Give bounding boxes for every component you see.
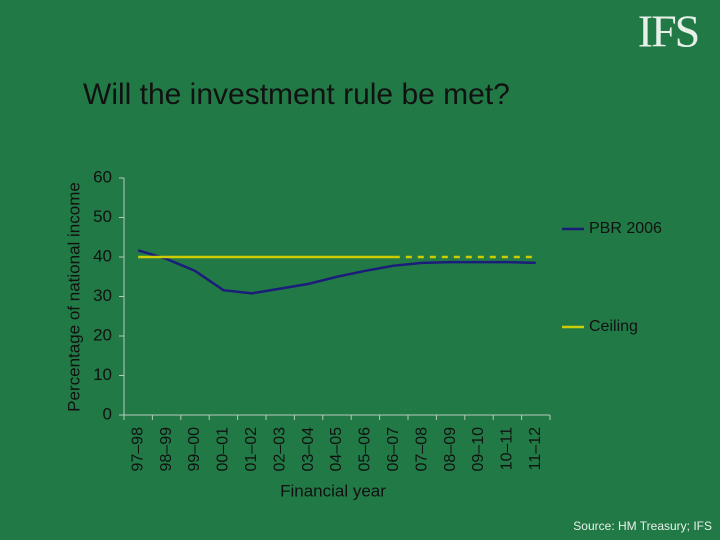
x-tick-label: 00–01: [215, 427, 232, 472]
chart-title: Will the investment rule be met?: [83, 78, 510, 111]
x-tick-label: 06–07: [385, 427, 402, 472]
x-tick-label: 01–02: [243, 427, 260, 472]
y-tick-label: 20: [93, 325, 112, 344]
x-tick-label: 04–05: [328, 427, 345, 472]
legend-label: Ceiling: [589, 318, 638, 335]
source-note: Source: HM Treasury; IFS: [573, 519, 712, 533]
x-tick-label: 02–03: [271, 427, 288, 472]
logo: IFS: [638, 6, 698, 57]
x-tick-label: 97–98: [129, 427, 146, 472]
x-tick-label: 07–08: [413, 427, 430, 472]
series-line: [137, 249, 536, 295]
y-axis-label: Percentage of national income: [64, 182, 83, 412]
legend-label: PBR 2006: [589, 220, 662, 237]
x-tick-label: 11–12: [527, 427, 544, 470]
x-tick-label: 98–99: [158, 427, 175, 472]
x-tick-label: 09–10: [470, 427, 487, 472]
x-tick-label: 99–00: [186, 427, 203, 472]
y-tick-label: 40: [93, 246, 112, 265]
y-tick-label: 10: [93, 365, 112, 384]
y-tick-label: 30: [93, 286, 112, 305]
x-axis-label: Financial year: [280, 481, 386, 500]
x-tick-label: 08–09: [442, 427, 459, 472]
x-tick-label: 10–11: [499, 427, 516, 470]
y-tick-label: 60: [93, 167, 112, 186]
x-tick-label: 03–04: [300, 427, 317, 472]
y-tick-label: 0: [103, 404, 112, 423]
y-tick-label: 50: [93, 207, 112, 226]
x-tick-label: 05–06: [357, 427, 374, 472]
